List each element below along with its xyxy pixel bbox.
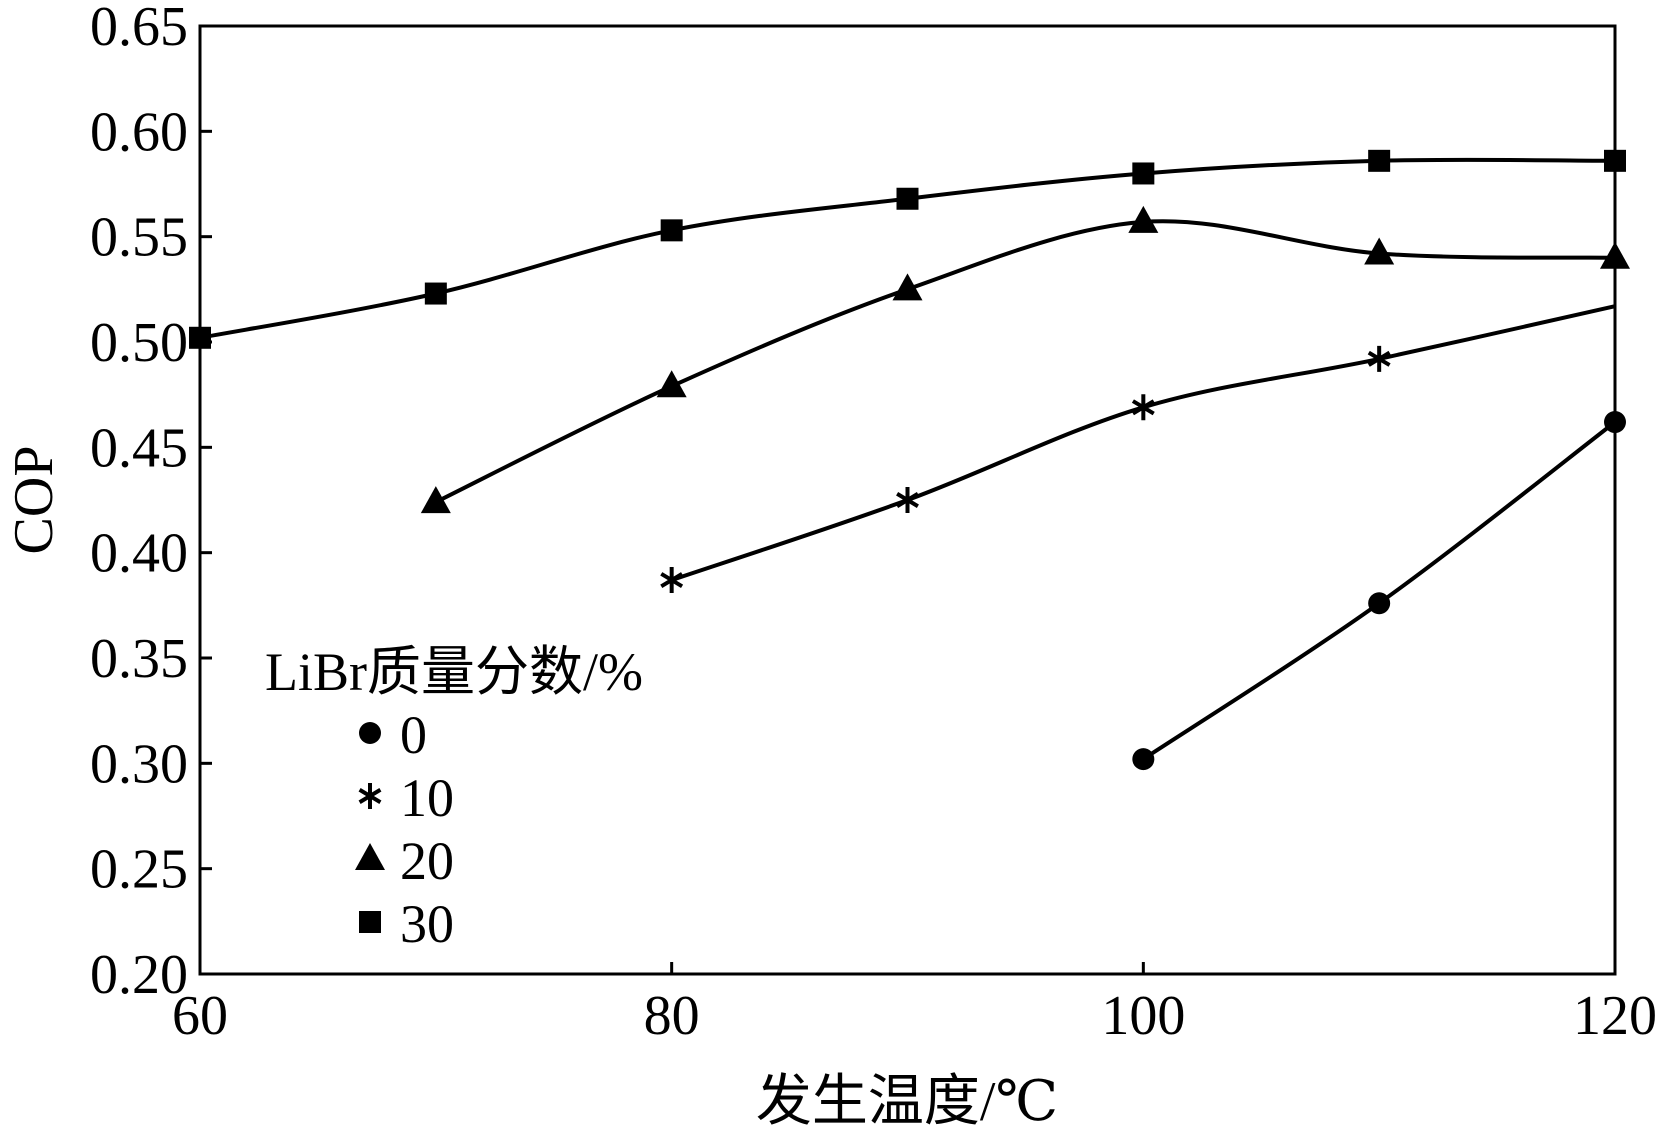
legend-label: 30: [400, 894, 454, 954]
data-point-0: [1132, 748, 1155, 771]
y-tick-label: 0.55: [90, 207, 188, 269]
data-point-30: [660, 219, 683, 242]
y-axis-title: COP: [3, 446, 65, 555]
y-tick-label: 0.60: [90, 101, 188, 163]
series-line-30: [199, 157, 1616, 340]
data-point-20: [892, 273, 923, 301]
x-tick-label: 120: [1573, 985, 1657, 1047]
data-point-20: [420, 486, 451, 514]
legend-label: 20: [400, 831, 454, 891]
legend-marker-0: [359, 722, 381, 744]
data-point-20: [656, 370, 687, 398]
series-line-0: [1142, 420, 1617, 761]
y-tick-label: 0.35: [90, 628, 188, 690]
x-tick-label: 100: [1101, 985, 1185, 1047]
legend-label: 0: [400, 705, 427, 765]
y-tick-label: 0.50: [90, 312, 188, 374]
data-point-30: [424, 282, 447, 305]
plot-frame: [198, 24, 1617, 976]
y-tick-label: 0.65: [90, 0, 188, 58]
data-point-10: [896, 487, 919, 513]
y-axis-ticks: 0.20 0.25 0.30 0.35 0.40 0.45 0.50 0.55 0.60 0.65: [90, 0, 212, 1006]
data-point-10: [1367, 345, 1391, 372]
legend-marker-30: [359, 911, 381, 933]
data-point-30: [896, 187, 919, 210]
data-point-20: [1128, 205, 1159, 233]
y-tick-label: 0.45: [90, 417, 188, 479]
x-axis-title: 发生温度/℃: [756, 1071, 1058, 1133]
y-tick-label: 0.25: [90, 839, 188, 901]
data-point-20: [1364, 237, 1395, 265]
x-tick-label: 60: [172, 985, 228, 1047]
series-line-10: [671, 304, 1616, 582]
legend-marker-10: [358, 783, 382, 809]
data-point-0: [1368, 592, 1391, 615]
x-tick-label: 80: [644, 985, 700, 1047]
data-point-10: [660, 567, 684, 594]
legend-label: 10: [400, 768, 454, 828]
legend-marker-20: [355, 843, 385, 870]
y-tick-label: 0.30: [90, 733, 188, 795]
data-point-10: [1131, 394, 1155, 421]
legend-title: LiBr质量分数/%: [265, 642, 643, 702]
y-tick-label: 0.40: [90, 523, 188, 585]
x-axis-ticks: 60 80 100 120: [172, 962, 1657, 1047]
data-point-30: [1132, 162, 1155, 185]
series-line-20: [434, 219, 1616, 504]
y-tick-label: 0.20: [90, 944, 188, 1006]
data-point-30: [1368, 149, 1391, 172]
